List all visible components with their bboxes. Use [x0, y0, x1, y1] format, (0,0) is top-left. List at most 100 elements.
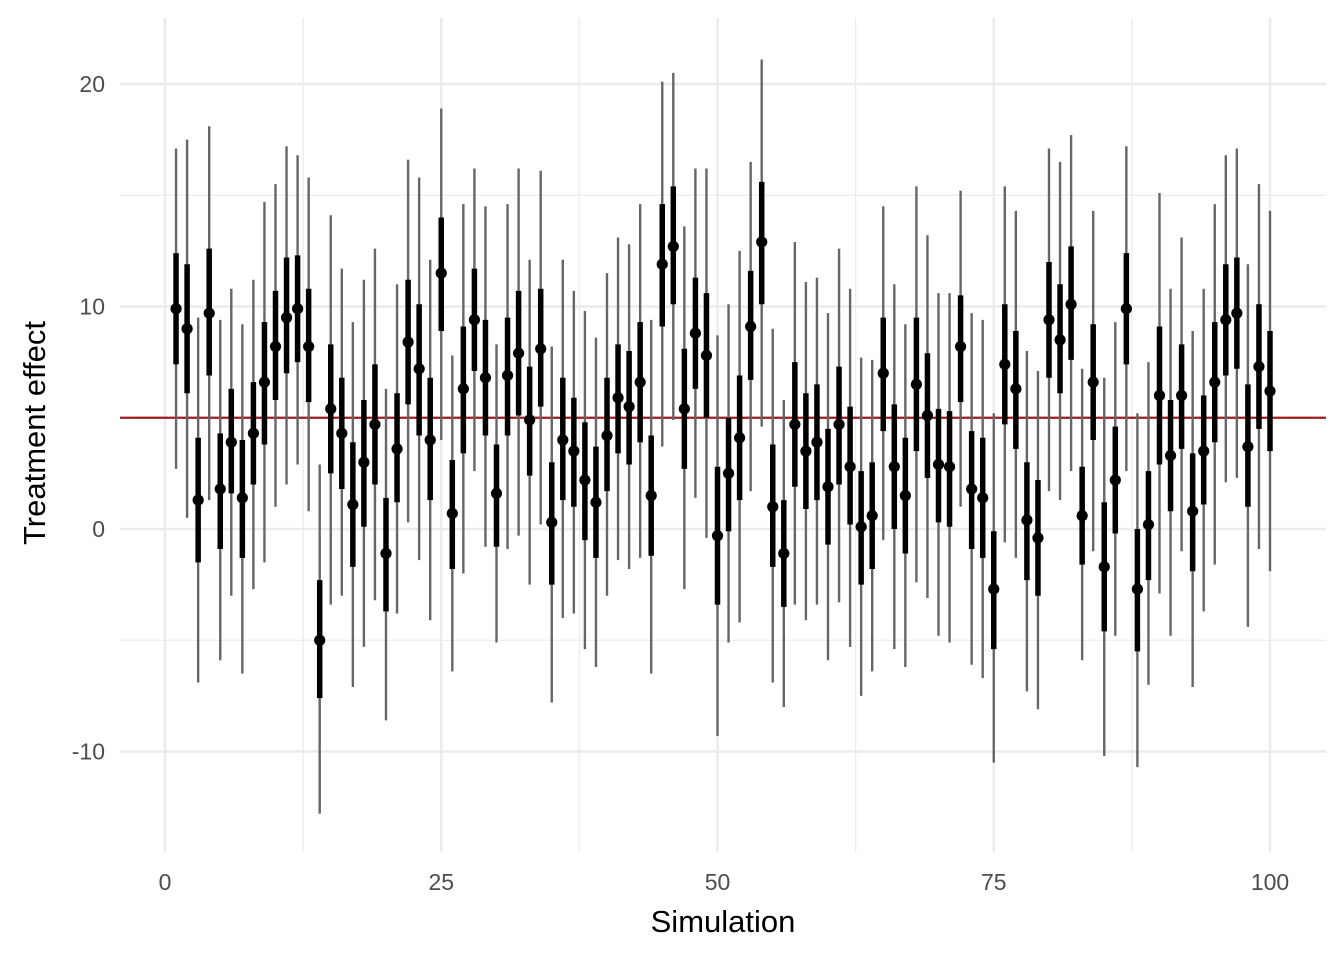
point-estimate [413, 363, 425, 375]
point-estimate [844, 461, 856, 473]
point-estimate [303, 340, 315, 353]
y-axis-ticks: -10 0 10 20 [72, 71, 105, 765]
point-estimate [1131, 583, 1143, 595]
point-estimate [1109, 474, 1121, 486]
point-estimate [490, 487, 503, 499]
point-estimate [1187, 505, 1199, 517]
point-estimate [1209, 376, 1221, 388]
x-axis-title: Simulation [651, 904, 796, 939]
point-estimate [391, 443, 403, 455]
major-gridlines [120, 18, 1326, 852]
point-estimate [667, 240, 679, 253]
point-estimate [258, 376, 271, 388]
point-estimate [612, 392, 624, 404]
point-estimate [1253, 360, 1265, 373]
point-estimate [1220, 314, 1232, 326]
point-estimate [1231, 307, 1243, 319]
point-estimate [734, 432, 746, 444]
point-estimate [634, 376, 646, 388]
x-tick-label: 50 [705, 869, 731, 895]
point-estimate [358, 456, 370, 468]
point-estimate [501, 369, 514, 382]
point-estimate [623, 401, 635, 413]
point-estimate [557, 434, 569, 446]
point-estimate [932, 458, 945, 471]
point-estimate [921, 409, 934, 422]
point-estimate [855, 521, 867, 533]
point-estimate [435, 267, 447, 279]
y-tick-label: 20 [79, 71, 105, 97]
point-estimate [1076, 510, 1088, 522]
y-tick-label: -10 [72, 739, 105, 765]
point-estimate [1032, 532, 1044, 544]
point-estimate [767, 501, 779, 513]
x-tick-label: 75 [981, 869, 1007, 895]
point-estimate [1010, 383, 1022, 395]
point-estimate [800, 445, 812, 457]
point-estimate [977, 492, 989, 504]
point-estimate [866, 510, 878, 522]
point-estimate [336, 427, 348, 439]
point-estimate [203, 307, 215, 319]
point-estimate [789, 418, 801, 431]
x-tick-label: 100 [1251, 869, 1289, 895]
point-estimate [380, 547, 392, 560]
point-estimate [722, 467, 735, 479]
point-estimate [877, 367, 889, 379]
point-estimate [1098, 561, 1110, 573]
point-estimate [269, 340, 282, 353]
point-estimate [280, 312, 293, 324]
point-estimates [170, 236, 1276, 646]
x-tick-label: 0 [159, 869, 172, 895]
point-estimate [988, 583, 1000, 595]
point-estimate [225, 436, 237, 448]
point-estimate [170, 303, 182, 315]
point-estimate [822, 481, 834, 493]
point-estimate [181, 323, 193, 335]
point-estimate [535, 343, 547, 355]
point-estimate [1264, 385, 1276, 397]
point-estimate [811, 436, 823, 448]
point-estimate [325, 403, 337, 415]
point-estimate [292, 303, 304, 315]
point-estimate [1198, 445, 1210, 457]
point-estimate [590, 496, 602, 508]
y-tick-label: 0 [92, 516, 105, 542]
x-tick-label: 25 [428, 869, 454, 895]
point-estimate [711, 530, 724, 542]
point-estimate [689, 327, 702, 339]
point-estimate [579, 474, 591, 486]
point-estimate [943, 461, 956, 473]
point-estimate [457, 383, 469, 395]
point-estimate [888, 461, 900, 473]
point-estimate [513, 347, 525, 359]
point-estimate [236, 492, 248, 504]
point-estimate [1087, 376, 1099, 388]
point-estimate [1021, 514, 1033, 526]
point-estimate [524, 414, 536, 426]
point-estimate [1164, 449, 1177, 462]
point-estimate [1176, 389, 1188, 402]
point-estimate [402, 336, 414, 348]
point-estimate [468, 314, 480, 326]
point-estimate [1153, 389, 1166, 402]
point-estimate [192, 494, 204, 506]
point-estimate [1065, 298, 1077, 310]
point-estimate [347, 498, 359, 511]
point-estimate [910, 378, 923, 390]
point-estimate [745, 320, 757, 333]
point-estimate [955, 340, 967, 353]
point-estimate [1043, 314, 1055, 326]
point-estimate [1242, 441, 1254, 453]
point-estimate [314, 634, 326, 646]
point-estimate [700, 349, 713, 362]
point-estimate [568, 445, 580, 457]
point-estimate [833, 418, 845, 431]
point-estimate [214, 483, 226, 495]
point-estimate [546, 516, 558, 528]
y-tick-label: 10 [79, 294, 105, 320]
point-estimate [479, 372, 492, 384]
point-estimate [1054, 334, 1066, 346]
point-estimate [601, 429, 613, 442]
